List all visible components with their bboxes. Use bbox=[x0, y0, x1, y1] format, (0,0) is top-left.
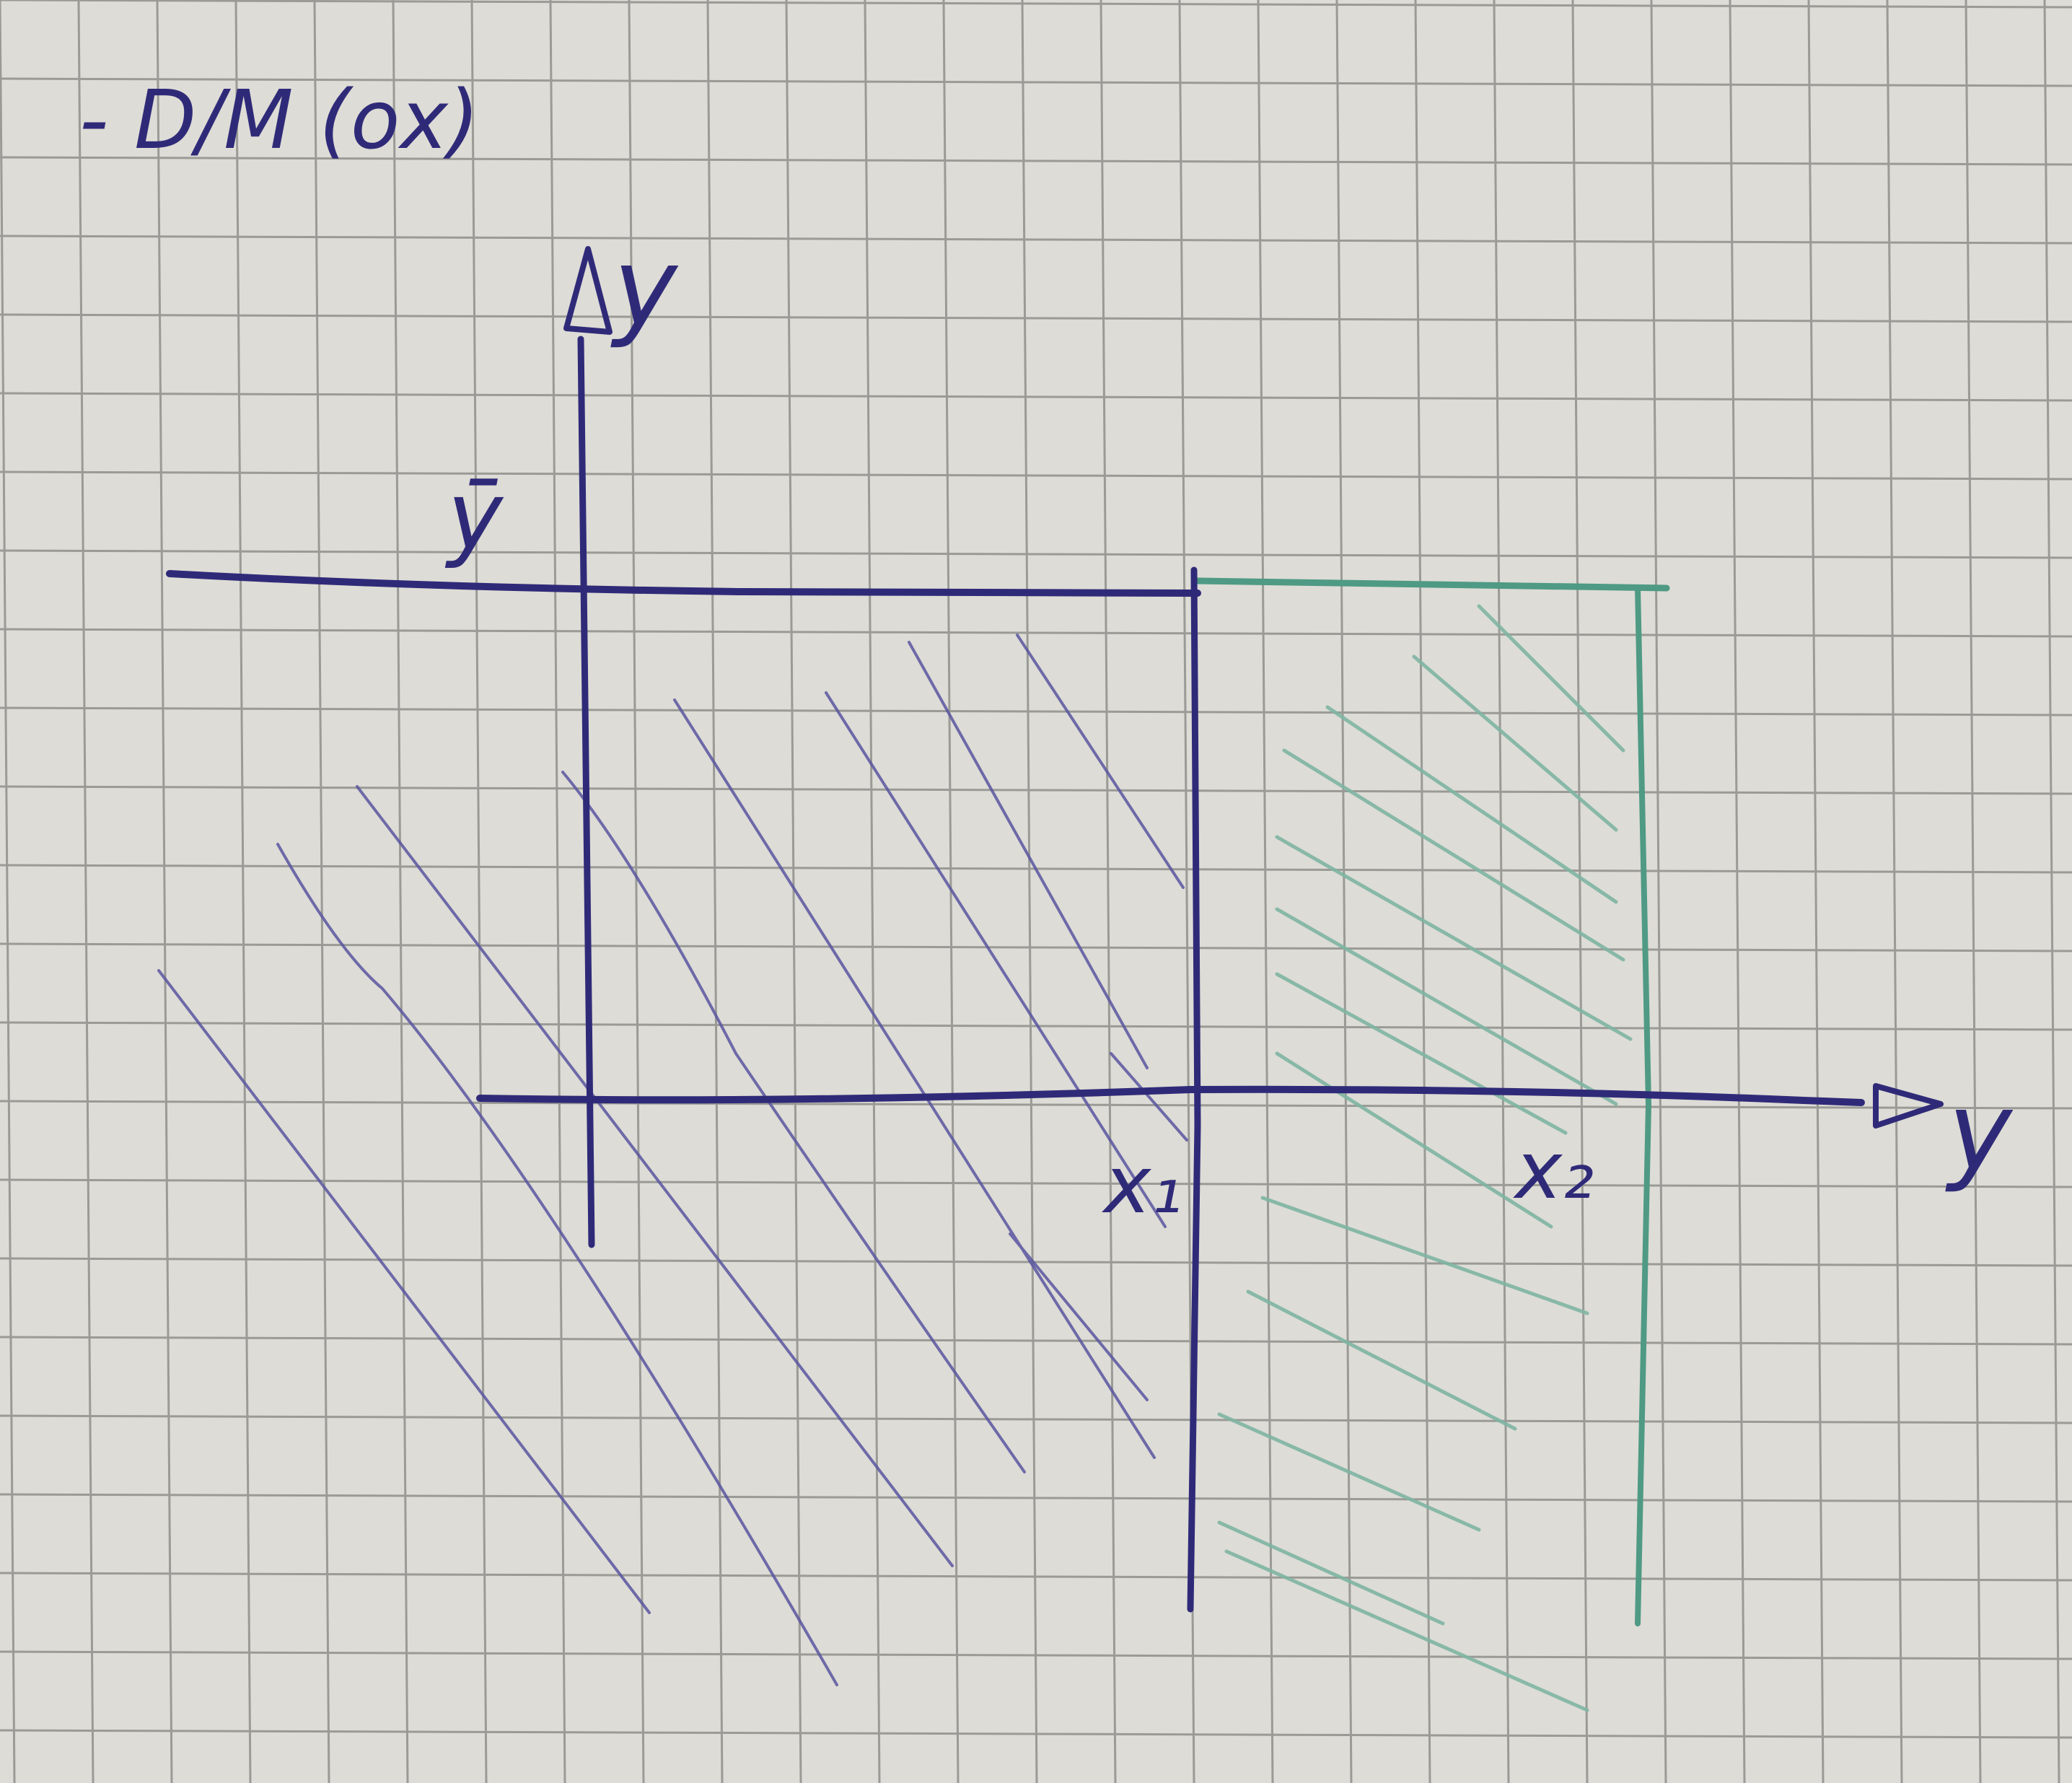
grid-line-vertical bbox=[1729, 0, 1746, 1783]
grid-line-horizontal bbox=[0, 235, 2072, 245]
x-axis-label: y bbox=[1945, 1069, 2014, 1195]
grid-line-horizontal bbox=[0, 549, 2072, 559]
grid-line-horizontal bbox=[0, 1336, 2072, 1346]
grid-line-vertical bbox=[1571, 0, 1589, 1783]
grid-line-horizontal bbox=[0, 313, 2072, 323]
x2-vertical-line bbox=[1635, 585, 1652, 1626]
grid-line-horizontal bbox=[0, 628, 2072, 638]
grid-line-horizontal bbox=[0, 1178, 2072, 1188]
grid-line-horizontal bbox=[0, 470, 2072, 481]
x-axis-arrowhead bbox=[1873, 1083, 1944, 1129]
grid-line-vertical bbox=[77, 0, 95, 1783]
y-axis bbox=[577, 336, 595, 1248]
grid-line-vertical bbox=[0, 0, 16, 1783]
grid-line-horizontal bbox=[0, 1572, 2072, 1582]
grid-line-horizontal bbox=[0, 1650, 2072, 1660]
grid-line-horizontal bbox=[0, 1100, 2072, 1110]
grid-line-horizontal bbox=[0, 1493, 2072, 1503]
grid-line-horizontal bbox=[0, 1021, 2072, 1031]
grid-line-vertical bbox=[628, 0, 645, 1783]
x2-label: x₂ bbox=[1513, 1124, 1594, 1217]
grid-line-horizontal bbox=[0, 706, 2072, 717]
y-axis-arrowhead bbox=[563, 246, 613, 335]
grid-line-horizontal bbox=[0, 156, 2072, 166]
purple-hatching bbox=[157, 634, 1188, 1686]
grid-line-vertical bbox=[549, 0, 566, 1783]
grid-line-vertical bbox=[2043, 0, 2060, 1783]
grid-line-vertical bbox=[1807, 0, 1825, 1783]
grid-line-horizontal bbox=[0, 77, 2072, 87]
grid-line-vertical bbox=[1493, 0, 1510, 1783]
grid-line-vertical bbox=[1650, 0, 1667, 1783]
top-line-green bbox=[1194, 577, 1670, 592]
grid-line-vertical bbox=[1965, 0, 1982, 1783]
grid-line-vertical bbox=[392, 0, 409, 1783]
top-line-purple bbox=[166, 570, 1201, 597]
grid-line-vertical bbox=[1099, 0, 1117, 1783]
grid-line-horizontal bbox=[0, 1257, 2072, 1267]
grid-line-vertical bbox=[313, 0, 330, 1783]
grid-line-vertical bbox=[864, 0, 881, 1783]
grid-line-vertical bbox=[156, 0, 173, 1783]
y-bar-label: ȳ bbox=[444, 461, 504, 571]
grid-line-horizontal bbox=[0, 1414, 2072, 1424]
grid-line-horizontal bbox=[0, 785, 2072, 795]
x1-vertical-line bbox=[1187, 566, 1201, 1613]
sketch-title: - D/M (ox) bbox=[79, 74, 479, 167]
green-hatching bbox=[1217, 604, 1633, 1712]
x-axis bbox=[476, 1085, 1865, 1106]
grid-line-horizontal bbox=[0, 392, 2072, 402]
grid-line-vertical bbox=[1335, 0, 1353, 1783]
grid-line-horizontal bbox=[0, 1729, 2072, 1739]
grid-line-horizontal bbox=[0, 0, 2072, 9]
grid-line-vertical bbox=[470, 0, 488, 1783]
y-axis-label: y bbox=[610, 225, 679, 351]
grid-line-vertical bbox=[234, 0, 252, 1783]
grid-line-vertical bbox=[785, 0, 802, 1783]
grid-line-vertical bbox=[1257, 0, 1274, 1783]
grid-line-horizontal bbox=[0, 942, 2072, 952]
x1-label: x₁ bbox=[1102, 1139, 1182, 1231]
grid-line-vertical bbox=[1886, 0, 1903, 1783]
grid-line-vertical bbox=[1414, 0, 1431, 1783]
grid-line-vertical bbox=[1021, 0, 1038, 1783]
